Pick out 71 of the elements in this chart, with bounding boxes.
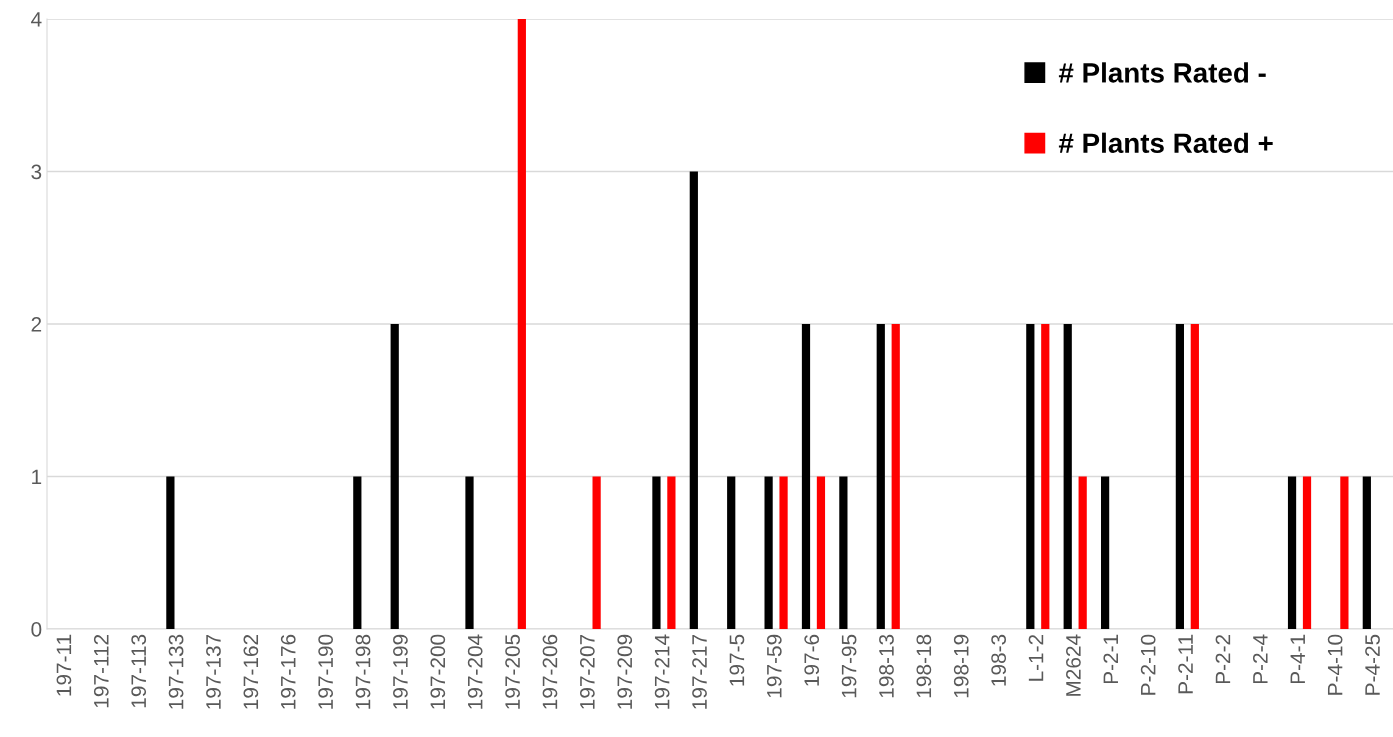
x-tick-label: M2624 [1066,634,1081,696]
x-tick-label: 198-13 [879,634,894,698]
bar [1026,324,1035,629]
bar [1340,476,1349,629]
bar [1362,476,1371,629]
x-tick-label: 197-205 [505,634,520,709]
x-tick-label: 197-176 [280,634,296,709]
bar [689,171,698,629]
x-tick-label: 197-214 [654,634,670,709]
bar [891,324,900,629]
bar [353,476,362,629]
bar [876,324,885,629]
x-tick-label: 197-200 [430,634,446,709]
x-tick-label: 197-137 [206,634,221,709]
x-tick-label: 198-18 [916,634,932,698]
legend-label: # Plants Rated - [1058,62,1266,83]
x-tick-label: 197-198 [355,634,371,709]
bar [1302,476,1312,629]
bar [1063,324,1072,629]
y-tick-label: 0 [31,622,42,637]
bar [1190,324,1199,629]
y-tick-label: 1 [32,469,42,485]
x-tick-label: 197-113 [131,634,147,708]
bar [465,476,474,629]
bar [801,324,811,629]
x-tick-label: 198-3 [991,634,1007,686]
x-tick-label: P-2-2 [1215,634,1231,684]
bar [816,476,826,629]
bar [1287,476,1297,629]
x-tick-label: 197-190 [318,634,334,709]
y-tick-label: 2 [31,317,42,332]
x-tick-label: 197-204 [467,634,483,709]
x-tick-label: L-1-2 [1028,634,1044,681]
x-tick-label: P-4-25 [1365,634,1380,695]
bar [667,476,676,629]
bar [1175,324,1184,629]
bar [517,19,526,629]
x-tick-label: 198-19 [953,634,969,698]
bar [764,476,773,629]
x-tick-label: 197-5 [729,634,745,686]
x-tick-label: P-2-4 [1252,634,1268,684]
bar [727,476,736,629]
x-tick-label: P-2-10 [1140,634,1156,695]
legend-label: # Plants Rated + [1058,132,1273,154]
bar [166,476,175,629]
bar [779,476,788,629]
x-tick-label: 197-11 [56,634,72,696]
bar [592,476,601,629]
y-tick-label: 3 [31,164,42,180]
x-tick-label: P-2-11 [1178,634,1193,694]
bar [1041,324,1050,629]
x-tick-label: P-4-1 [1290,634,1305,684]
bar [1100,476,1110,629]
x-tick-label: 197-133 [168,634,184,709]
x-tick-label: P-2-1 [1103,634,1118,684]
x-tick-label: 197-59 [766,634,782,698]
x-tick-label: 197-162 [243,634,259,709]
x-tick-label: 197-207 [579,634,595,709]
x-tick-label: 197-95 [841,634,857,698]
x-tick-label: 197-206 [542,634,558,709]
x-tick-label: 197-217 [692,634,707,709]
y-tick-label: 4 [31,12,42,27]
x-tick-label: 197-6 [804,634,820,686]
x-tick-label: 197-209 [617,634,633,709]
x-tick-label: P-4-10 [1327,634,1343,695]
bar [1078,476,1087,629]
x-tick-label: 197-112 [93,634,109,708]
bar [652,476,661,629]
bar [839,476,848,629]
bar [390,324,399,629]
x-tick-label: 197-199 [393,634,408,709]
